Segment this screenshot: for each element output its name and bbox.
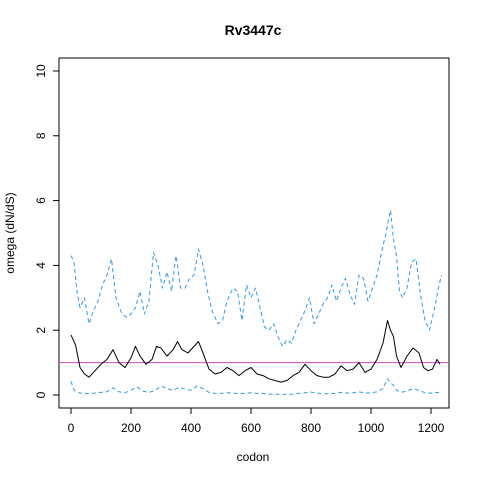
chart-title: Rv3447c: [225, 22, 282, 38]
x-tick-label: 0: [68, 421, 75, 435]
x-axis-label: codon: [237, 450, 270, 464]
series-line-2: [70, 209, 442, 347]
x-tick-label: 600: [241, 421, 261, 435]
x-tick-label: 200: [121, 421, 141, 435]
y-axis-label: omega (dN/dS): [3, 192, 17, 273]
y-tick-label: 8: [34, 132, 48, 139]
y-tick-label: 0: [34, 391, 48, 398]
plot-box: [58, 57, 450, 409]
y-tick-label: 6: [34, 197, 48, 204]
y-tick-label: 4: [34, 262, 48, 269]
x-axis: 0 200 400 600 800 1000 1200: [68, 407, 445, 435]
y-tick-label: 2: [34, 327, 48, 334]
x-tick-label: 800: [301, 421, 321, 435]
y-axis: 0 2 4 6 8 10: [34, 64, 60, 398]
x-tick-label: 400: [181, 421, 201, 435]
x-tick-label: 1200: [418, 421, 445, 435]
series-line-1: [70, 320, 441, 383]
series-layer: [70, 209, 442, 395]
series-line-3: [70, 378, 441, 395]
y-tick-label: 10: [34, 64, 48, 78]
x-tick-label: 1000: [358, 421, 385, 435]
